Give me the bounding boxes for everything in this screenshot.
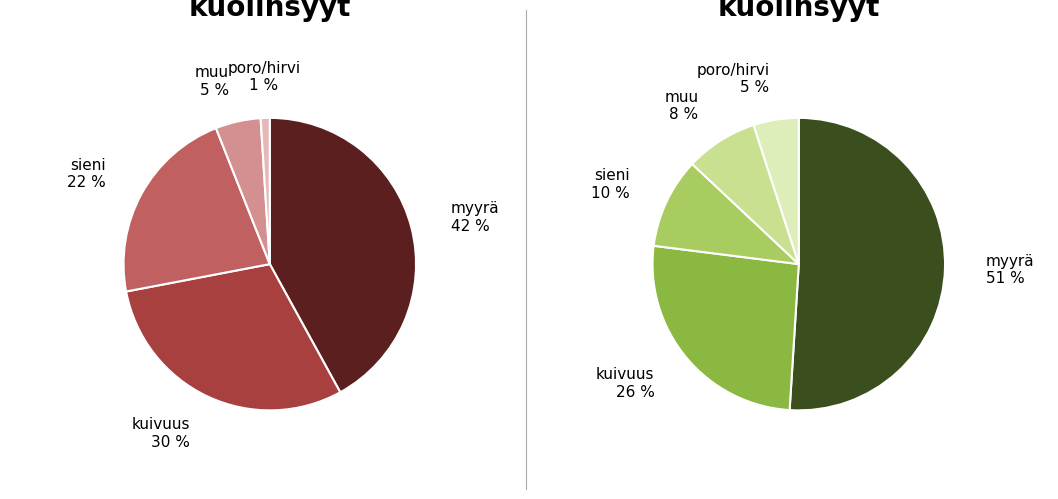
Text: myyrä
42 %: myyrä 42 % bbox=[451, 202, 499, 234]
Text: muu
5 %: muu 5 % bbox=[195, 65, 229, 98]
Text: myyrä
51 %: myyrä 51 % bbox=[986, 254, 1035, 286]
Wedge shape bbox=[126, 264, 341, 410]
Wedge shape bbox=[654, 164, 799, 264]
Wedge shape bbox=[692, 125, 799, 264]
Text: poro/hirvi
5 %: poro/hirvi 5 % bbox=[696, 63, 769, 95]
Wedge shape bbox=[260, 118, 270, 264]
Wedge shape bbox=[653, 246, 799, 410]
Wedge shape bbox=[216, 118, 270, 264]
Text: sieni
22 %: sieni 22 % bbox=[67, 158, 106, 190]
Text: poro/hirvi
1 %: poro/hirvi 1 % bbox=[227, 61, 300, 93]
Text: kuivuus
26 %: kuivuus 26 % bbox=[596, 367, 655, 400]
Wedge shape bbox=[124, 128, 270, 291]
Wedge shape bbox=[789, 118, 945, 410]
Text: kuivuus
30 %: kuivuus 30 % bbox=[131, 417, 190, 450]
Wedge shape bbox=[753, 118, 799, 264]
Text: muu
8 %: muu 8 % bbox=[664, 90, 698, 122]
Title: Metsikkötaimien
kuolinsyyt: Metsikkötaimien kuolinsyyt bbox=[669, 0, 929, 22]
Wedge shape bbox=[270, 118, 416, 392]
Title: SV-taimien
kuolinsyyt: SV-taimien kuolinsyyt bbox=[185, 0, 354, 22]
Text: sieni
10 %: sieni 10 % bbox=[590, 168, 630, 201]
